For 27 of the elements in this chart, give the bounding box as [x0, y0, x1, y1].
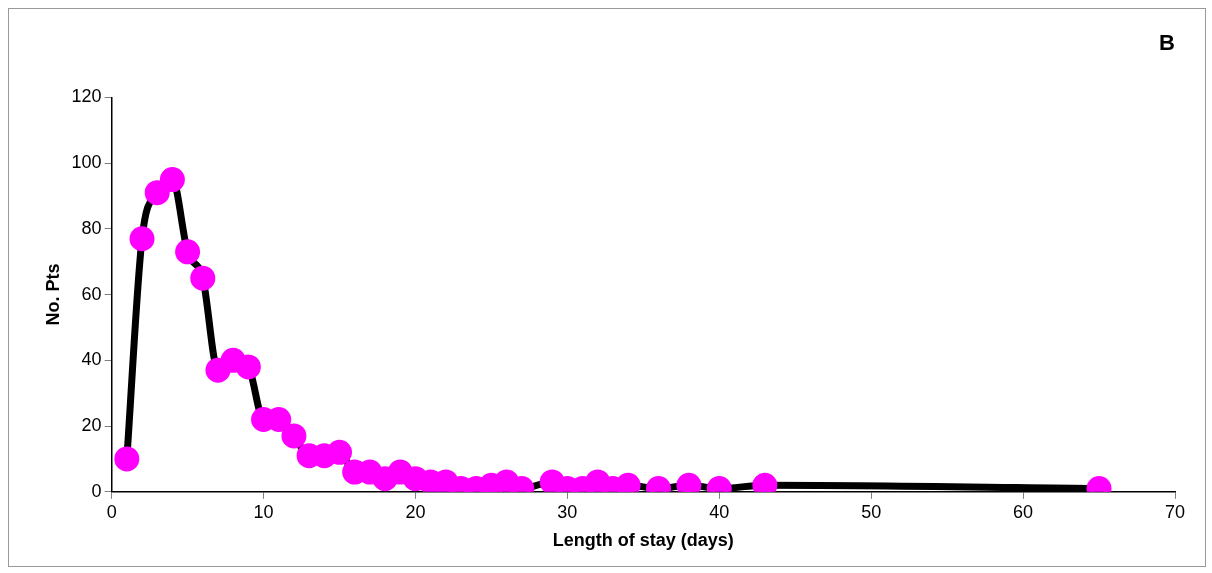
y-tick-label: 80: [81, 217, 102, 238]
x-axis-title: Length of stay (days): [552, 530, 734, 551]
x-tick-label: 30: [557, 501, 578, 522]
y-tick-label: 20: [81, 415, 102, 436]
x-tick-label: 20: [405, 501, 426, 522]
x-tick-label: 70: [1164, 501, 1186, 522]
y-axis-title: No. Pts: [42, 263, 63, 326]
y-tick-label: 100: [71, 152, 102, 173]
x-tick-label: 60: [1013, 501, 1034, 522]
x-tick-label: 10: [253, 501, 274, 522]
point: [159, 167, 185, 193]
y-tick-label: 40: [81, 349, 102, 370]
point: [129, 226, 155, 252]
y-tick-label: 120: [71, 86, 102, 107]
x-tick-label: 40: [709, 501, 730, 522]
x-tick-label: 0: [106, 501, 117, 522]
point: [190, 265, 216, 291]
point: [327, 439, 352, 465]
y-tick-label: 0: [91, 480, 102, 501]
x-tick-label: 50: [861, 501, 882, 522]
y-tick-label: 60: [81, 283, 102, 304]
point: [144, 180, 170, 206]
point: [175, 239, 201, 265]
chart-title: B: [1159, 30, 1175, 56]
point: [114, 446, 140, 472]
point: [281, 423, 307, 449]
point: [235, 354, 261, 380]
